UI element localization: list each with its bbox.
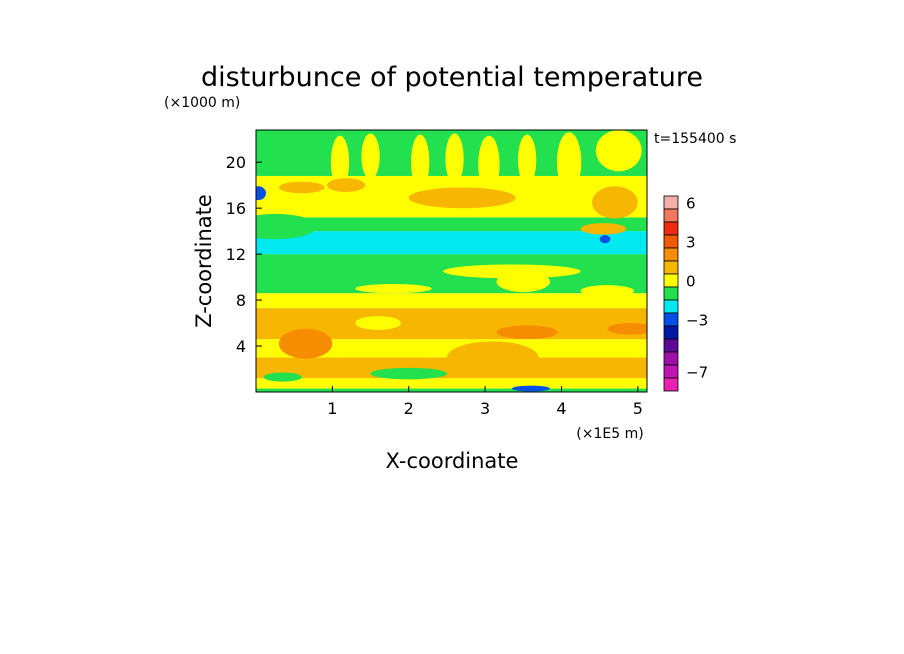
field-patch-18	[517, 134, 537, 186]
colorbar-swatch-3	[663, 234, 679, 249]
colorbar-label: −3	[686, 312, 708, 330]
chart-title: disturbunce of potential temperature	[201, 62, 703, 93]
y-tick-label: 20	[226, 153, 246, 172]
field-patch-15	[411, 134, 430, 190]
x-tick-label: 3	[480, 399, 490, 418]
plot-frame	[255, 129, 648, 393]
x-tick-label: 5	[633, 399, 643, 418]
field-patch-10	[580, 285, 635, 297]
field-patch-22	[278, 181, 325, 194]
colorbar-swatch-9	[663, 312, 679, 327]
field-band-2	[256, 357, 647, 379]
contour-field	[256, 130, 647, 392]
field-patch-8	[355, 283, 432, 294]
field-patch-0	[278, 328, 333, 359]
field-patch-17	[478, 135, 500, 194]
colorbar-label: 6	[686, 195, 696, 213]
y-axis: 4 8 12 16 20	[226, 153, 262, 356]
field-band-3	[256, 339, 647, 358]
colorbar-label: 3	[686, 234, 696, 252]
x-unit-label: (×1E5 m)	[576, 426, 643, 442]
field-patch-16	[445, 133, 464, 185]
field-patch-27	[599, 235, 611, 244]
field-band-8	[256, 217, 647, 232]
field-band-1	[256, 378, 647, 389]
y-tick-label: 12	[226, 245, 246, 264]
field-patch-20	[595, 130, 642, 172]
field-patch-14	[361, 133, 380, 180]
colorbar-swatch-4	[663, 247, 679, 262]
field-patch-13	[330, 135, 350, 189]
colorbar-swatch-10	[663, 325, 679, 340]
colorbar-swatch-8	[663, 299, 679, 314]
time-label: t=155400 s	[654, 131, 736, 147]
field-patch-25	[580, 223, 627, 235]
colorbar-swatch-2	[663, 221, 679, 236]
colorbar-swatch-0	[663, 195, 679, 210]
colorbar-swatch-1	[663, 208, 679, 223]
y-tick-label: 4	[236, 337, 246, 356]
field-patch-26	[256, 186, 266, 201]
y-unit-label: (×1000 m)	[164, 95, 240, 111]
field-patch-6	[263, 372, 302, 382]
field-band-5	[256, 293, 647, 309]
colorbar-swatch-5	[663, 260, 679, 275]
field-patch-1	[355, 316, 402, 330]
field-patch-24	[592, 186, 638, 219]
x-tick-label: 1	[327, 399, 337, 418]
field-patch-2	[446, 341, 539, 374]
x-tick-label: 4	[556, 399, 566, 418]
y-tick-label: 8	[236, 291, 246, 310]
field-patch-23	[408, 187, 516, 209]
field-patch-5	[370, 367, 447, 380]
field-patch-4	[607, 323, 647, 335]
y-axis-title: Z-coordinate	[192, 194, 216, 328]
colorbar-swatch-11	[663, 338, 679, 353]
field-patch-28	[511, 385, 551, 392]
field-patch-11	[256, 213, 318, 240]
colorbar-swatch-13	[663, 364, 679, 379]
colorbar-swatch-12	[663, 351, 679, 366]
colorbar: 6 3 0 −3 −7	[663, 195, 708, 392]
colorbar-swatch-6	[663, 273, 679, 288]
field-patch-12	[458, 232, 581, 249]
x-axis-title: X-coordinate	[386, 449, 519, 473]
field-patch-21	[327, 178, 366, 193]
x-tick-label: 2	[404, 399, 414, 418]
field-patch-3	[496, 325, 558, 340]
colorbar-swatch-7	[663, 286, 679, 301]
field-patch-7	[443, 264, 581, 279]
field-patch-19	[556, 132, 582, 193]
colorbar-label: −7	[686, 364, 708, 382]
field-patch-9	[496, 271, 551, 293]
field-band-0	[256, 388, 647, 392]
y-tick-label: 16	[226, 199, 246, 218]
colorbar-label: 0	[686, 273, 696, 291]
colorbar-swatch-14	[663, 377, 679, 392]
x-axis: 1 2 3 4 5	[327, 386, 643, 418]
field-band-7	[256, 231, 647, 255]
